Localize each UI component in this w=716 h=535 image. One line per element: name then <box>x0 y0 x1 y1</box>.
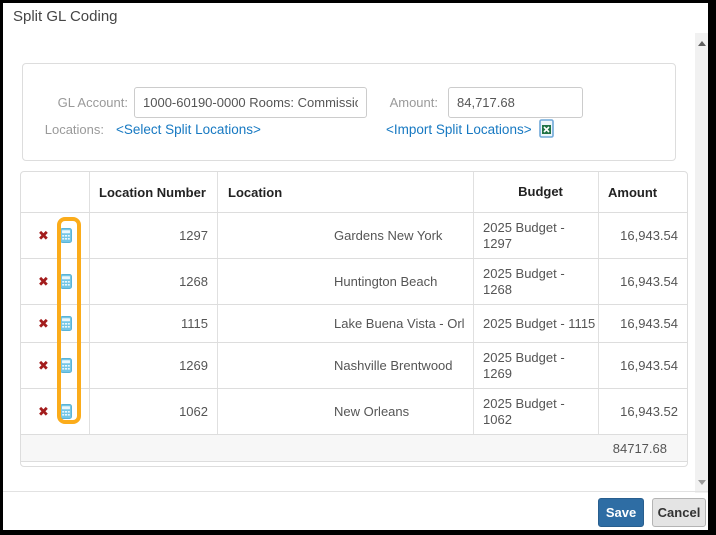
amount-cell: 16,943.54 <box>620 228 678 243</box>
gl-coding-form-panel: GL Account: Amount: Locations: <Select S… <box>22 63 676 161</box>
location-cell: Nashville Brentwood <box>218 343 474 388</box>
row-actions-cell: ✖ <box>21 259 90 304</box>
amount-cell: 16,943.54 <box>620 274 678 289</box>
budget-cell: 2025 Budget - 1115 <box>474 305 599 342</box>
row-actions-cell: ✖ <box>21 305 90 342</box>
row-actions-cell: ✖ <box>21 343 90 388</box>
budget-cell: 2025 Budget -1062 <box>474 389 599 434</box>
cancel-button[interactable]: Cancel <box>652 498 706 527</box>
row-actions-cell: ✖ <box>21 389 90 434</box>
locations-label: Locations: <box>44 122 104 137</box>
amount-cell: 16,943.52 <box>620 404 678 419</box>
gl-account-input[interactable] <box>134 87 367 118</box>
vertical-scrollbar[interactable] <box>695 33 708 493</box>
total-row: 84717.68 <box>21 435 687 462</box>
header-location: Location <box>218 172 474 212</box>
table-row: ✖ 1115 Lake Buena Vista - Orl 2025 Budge… <box>21 305 687 343</box>
delete-row-x-icon[interactable]: ✖ <box>38 316 49 331</box>
location-cell: Huntington Beach <box>218 259 474 304</box>
calculator-icon[interactable] <box>59 274 72 289</box>
budget-line2: 1269 <box>483 365 512 381</box>
header-amount: Amount <box>608 184 658 200</box>
budget-line2: 1297 <box>483 235 512 251</box>
total-amount: 84717.68 <box>612 440 667 456</box>
budget-cell: 2025 Budget -1269 <box>474 343 599 388</box>
table-row: ✖ 1269 Nashville Brentwood 2025 Budget -… <box>21 343 687 389</box>
budget-line1: 2025 Budget - 1115 <box>483 315 596 331</box>
budget-cell: 2025 Budget -1297 <box>474 213 599 258</box>
import-split-locations-link[interactable]: <Import Split Locations> <box>386 122 532 137</box>
location-number-cell: 1268 <box>90 259 218 304</box>
budget-line1: 2025 Budget - <box>483 349 565 365</box>
scroll-up-icon[interactable] <box>698 41 706 46</box>
page-title: Split GL Coding <box>13 8 118 25</box>
location-number-cell: 1115 <box>90 305 218 342</box>
scroll-down-icon[interactable] <box>698 480 706 485</box>
location-cell: Lake Buena Vista - Orl <box>218 305 474 342</box>
location-number-cell: 1062 <box>90 389 218 434</box>
header-icons-column <box>21 172 90 212</box>
location-cell: Gardens New York <box>218 213 474 258</box>
footer-divider <box>3 491 708 492</box>
header-location-number: Location Number <box>90 172 218 212</box>
table-row: ✖ 1268 Huntington Beach 2025 Budget -126… <box>21 259 687 305</box>
calculator-icon[interactable] <box>59 316 72 331</box>
select-split-locations-link[interactable]: <Select Split Locations> <box>116 122 261 137</box>
table-header-row: Location Number Location Budget Amount <box>21 172 687 213</box>
excel-import-icon[interactable] <box>539 119 555 138</box>
location-cell: New Orleans <box>218 389 474 434</box>
split-locations-table: Location Number Location Budget Amount ✖… <box>20 171 688 467</box>
amount-input[interactable] <box>448 87 583 118</box>
budget-line2: 1268 <box>483 281 512 297</box>
amount-cell: 16,943.54 <box>620 316 678 331</box>
calculator-icon[interactable] <box>59 404 72 419</box>
table-row: ✖ 1062 New Orleans 2025 Budget -1062 16,… <box>21 389 687 435</box>
budget-line2: 1062 <box>483 411 512 427</box>
amount-cell: 16,943.54 <box>620 358 678 373</box>
budget-line1: 2025 Budget - <box>483 219 565 235</box>
amount-label: Amount: <box>389 95 438 110</box>
table-row: ✖ 1297 Gardens New York 2025 Budget -129… <box>21 213 687 259</box>
delete-row-x-icon[interactable]: ✖ <box>38 228 49 243</box>
location-number-cell: 1297 <box>90 213 218 258</box>
calculator-icon[interactable] <box>59 228 72 243</box>
budget-cell: 2025 Budget -1268 <box>474 259 599 304</box>
delete-row-x-icon[interactable]: ✖ <box>38 404 49 419</box>
calculator-icon[interactable] <box>59 358 72 373</box>
delete-row-x-icon[interactable]: ✖ <box>38 274 49 289</box>
gl-account-label: GL Account: <box>57 95 128 110</box>
header-budget: Budget <box>474 172 599 212</box>
delete-row-x-icon[interactable]: ✖ <box>38 358 49 373</box>
budget-line1: 2025 Budget - <box>483 395 565 411</box>
row-actions-cell: ✖ <box>21 213 90 258</box>
location-number-cell: 1269 <box>90 343 218 388</box>
save-button[interactable]: Save <box>598 498 644 527</box>
budget-line1: 2025 Budget - <box>483 265 565 281</box>
